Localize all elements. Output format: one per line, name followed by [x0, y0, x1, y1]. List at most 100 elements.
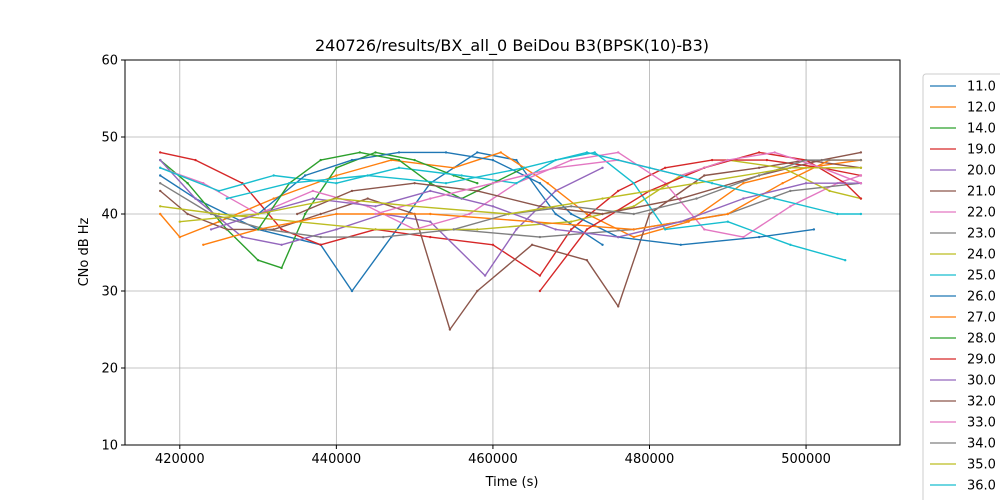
data-point	[632, 205, 635, 208]
data-point	[757, 174, 761, 177]
data-point	[280, 243, 283, 246]
data-point	[319, 158, 322, 162]
y-tick-label: 60	[101, 54, 118, 69]
data-point	[757, 166, 761, 169]
data-point	[601, 243, 604, 246]
data-point	[374, 151, 377, 154]
data-point	[507, 212, 510, 216]
data-point	[664, 228, 667, 231]
series-line-11	[203, 159, 861, 246]
data-point	[859, 182, 863, 185]
data-point	[159, 158, 162, 162]
chart-title: 240726/results/BX_all_0 BeiDou B3(BPSK(1…	[315, 36, 709, 56]
data-point	[789, 243, 792, 246]
legend-box	[922, 73, 1000, 500]
data-point	[765, 158, 769, 162]
data-point	[202, 243, 205, 246]
data-point	[186, 182, 189, 185]
data-point	[538, 274, 542, 277]
data-point	[515, 228, 518, 231]
legend-label: 33.0	[967, 416, 996, 431]
y-tick-label: 10	[101, 439, 118, 454]
data-point	[159, 189, 162, 193]
series-lines	[159, 151, 863, 331]
y-tick-label: 30	[101, 285, 118, 300]
data-point	[186, 212, 189, 216]
data-point	[703, 228, 706, 231]
data-point	[413, 158, 416, 162]
data-point	[757, 235, 761, 239]
data-point	[859, 158, 863, 162]
data-point	[789, 189, 792, 193]
data-point	[397, 158, 401, 162]
data-point	[530, 243, 534, 246]
data-point	[695, 197, 698, 200]
data-point	[789, 205, 792, 208]
legend-label: 28.0	[967, 332, 996, 347]
data-point	[554, 228, 557, 231]
data-point	[225, 197, 228, 200]
data-point	[448, 328, 452, 331]
data-point	[491, 205, 495, 208]
y-tick-label: 20	[101, 362, 118, 377]
data-point	[476, 151, 479, 154]
data-point	[695, 182, 698, 185]
legend-label: 34.0	[967, 437, 996, 452]
data-point	[366, 174, 369, 177]
data-point	[264, 228, 268, 231]
data-point	[413, 182, 416, 185]
data-point	[499, 151, 502, 154]
data-point	[366, 197, 369, 200]
x-tick-label: 440000	[312, 452, 362, 467]
data-point	[429, 197, 432, 200]
data-point	[476, 289, 479, 293]
plot-area	[159, 151, 863, 331]
data-point	[335, 212, 338, 216]
data-point	[429, 212, 432, 216]
legend-label: 23.0	[967, 227, 996, 242]
data-point	[256, 259, 260, 262]
data-point	[570, 205, 573, 208]
data-point	[812, 228, 816, 231]
series-line-3	[160, 151, 862, 277]
data-point	[225, 228, 228, 231]
data-point	[617, 235, 620, 239]
data-point	[288, 182, 291, 185]
data-point	[515, 158, 518, 162]
data-point	[303, 212, 307, 216]
data-point	[859, 166, 863, 169]
data-point	[444, 182, 448, 185]
series-line-9	[159, 151, 846, 261]
y-axis: 10 20 30 40 50 60	[101, 54, 125, 454]
data-point	[311, 189, 315, 193]
data-point	[429, 189, 432, 193]
data-point	[632, 212, 635, 216]
data-point	[468, 212, 471, 216]
data-point	[773, 151, 776, 154]
data-point	[350, 189, 354, 193]
data-point	[159, 205, 162, 208]
data-point	[452, 166, 455, 169]
data-point	[648, 166, 651, 169]
data-point	[483, 274, 487, 277]
data-point	[570, 228, 573, 231]
x-tick-label: 480000	[625, 452, 675, 467]
data-point	[374, 212, 377, 216]
data-point	[476, 228, 479, 231]
data-point	[585, 228, 589, 231]
legend-label: 29.0	[967, 353, 996, 368]
data-point	[632, 235, 635, 239]
data-point	[476, 189, 479, 193]
data-point	[538, 289, 542, 293]
data-point	[335, 174, 338, 177]
data-point	[272, 197, 275, 200]
data-point	[452, 228, 455, 231]
data-point	[159, 151, 162, 154]
legend-label: 19.0	[967, 143, 996, 158]
data-point	[742, 182, 745, 185]
data-point	[217, 189, 221, 193]
legend-label: 22.0	[967, 206, 996, 221]
data-point	[742, 235, 745, 239]
data-point	[374, 228, 377, 231]
data-point	[601, 166, 604, 169]
